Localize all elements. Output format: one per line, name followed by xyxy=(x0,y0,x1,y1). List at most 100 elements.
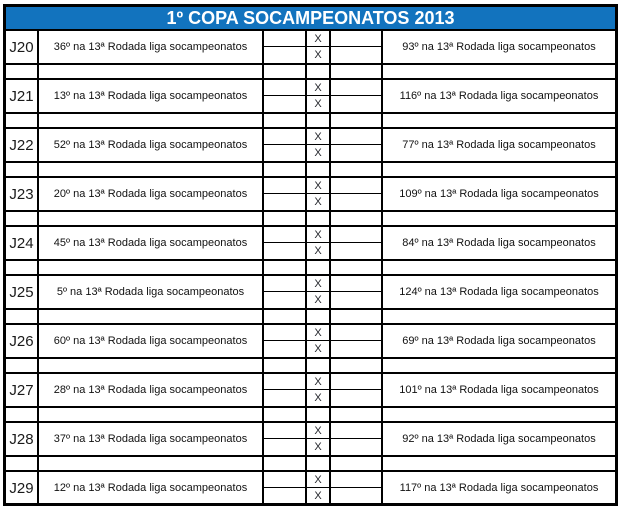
match-block: J24 45º na 13ª Rodada liga socampeonatos… xyxy=(6,225,615,274)
home-team-cell: 13º na 13ª Rodada liga socampeonatos xyxy=(39,80,264,112)
match-block: J26 60º na 13ª Rodada liga socampeonatos… xyxy=(6,323,615,372)
separator-cell xyxy=(331,163,383,176)
separator-cell xyxy=(383,261,615,274)
match-block: J25 5º na 13ª Rodada liga socampeonatos … xyxy=(6,274,615,323)
separator-cell xyxy=(331,65,383,78)
separator-cell xyxy=(39,212,264,225)
match-row: J25 5º na 13ª Rodada liga socampeonatos … xyxy=(6,276,615,310)
match-block: J20 36º na 13ª Rodada liga socampeonatos… xyxy=(6,29,615,78)
home-score-blank-cell xyxy=(264,276,307,292)
away-score-blank-cell xyxy=(264,243,307,259)
match-row: J24 45º na 13ª Rodada liga socampeonatos… xyxy=(6,227,615,261)
home-extra-blank-cell xyxy=(331,423,383,439)
home-team-cell: 45º na 13ª Rodada liga socampeonatos xyxy=(39,227,264,259)
separator-cell xyxy=(331,261,383,274)
away-team-cell: 77º na 13ª Rodada liga socampeonatos xyxy=(402,139,596,151)
away-x-mark-cell: X xyxy=(307,243,331,259)
match-id-cell: J21 xyxy=(6,80,39,112)
separator-cell xyxy=(331,114,383,127)
away-x-mark-cell: X xyxy=(307,47,331,63)
away-x-mark-cell: X xyxy=(307,390,331,406)
separator-cell xyxy=(383,359,615,372)
home-team-cell: 36º na 13ª Rodada liga socampeonatos xyxy=(39,31,264,63)
match-block: J28 37º na 13ª Rodada liga socampeonatos… xyxy=(6,421,615,470)
away-x-mark-cell: X xyxy=(307,96,331,112)
home-team-cell: 37º na 13ª Rodada liga socampeonatos xyxy=(39,423,264,455)
tournament-title: 1º COPA SOCAMPEONATOS 2013 xyxy=(6,7,615,29)
separator-cell xyxy=(307,457,331,470)
away-team-cell: 92º na 13ª Rodada liga socampeonatos xyxy=(402,433,596,445)
away-x-mark-cell: X xyxy=(307,194,331,210)
separator-row xyxy=(6,408,615,421)
separator-row xyxy=(6,65,615,78)
separator-cell xyxy=(264,261,307,274)
separator-cell xyxy=(6,359,39,372)
separator-cell xyxy=(307,212,331,225)
separator-cell xyxy=(307,359,331,372)
away-extra-blank-cell xyxy=(331,488,383,503)
separator-cell xyxy=(264,163,307,176)
separator-cell xyxy=(331,359,383,372)
separator-row xyxy=(6,212,615,225)
away-x-mark-cell: X xyxy=(307,439,331,455)
home-score-blank-cell xyxy=(264,472,307,488)
separator-cell xyxy=(307,408,331,421)
match-block: J29 12º na 13ª Rodada liga socampeonatos… xyxy=(6,470,615,503)
away-score-blank-cell xyxy=(264,96,307,112)
match-id-cell: J29 xyxy=(6,472,39,503)
separator-row xyxy=(6,310,615,323)
separator-cell xyxy=(331,310,383,323)
home-x-mark-cell: X xyxy=(307,80,331,96)
separator-cell xyxy=(264,310,307,323)
separator-cell xyxy=(383,212,615,225)
away-extra-blank-cell xyxy=(331,341,383,357)
home-score-blank-cell xyxy=(264,178,307,194)
separator-row xyxy=(6,163,615,176)
home-extra-blank-cell xyxy=(331,80,383,96)
home-x-mark-cell: X xyxy=(307,276,331,292)
separator-row xyxy=(6,261,615,274)
separator-row xyxy=(6,114,615,127)
home-x-mark-cell: X xyxy=(307,129,331,145)
away-score-blank-cell xyxy=(264,341,307,357)
away-team-cell: 124º na 13ª Rodada liga socampeonatos xyxy=(399,286,599,298)
separator-cell xyxy=(6,65,39,78)
away-x-mark-cell: X xyxy=(307,145,331,161)
separator-cell xyxy=(6,163,39,176)
separator-cell xyxy=(307,261,331,274)
away-x-mark-cell: X xyxy=(307,488,331,503)
separator-cell xyxy=(383,114,615,127)
home-score-blank-cell xyxy=(264,227,307,243)
away-extra-blank-cell xyxy=(331,145,383,161)
home-score-blank-cell xyxy=(264,325,307,341)
away-score-blank-cell xyxy=(264,390,307,406)
away-score-blank-cell xyxy=(264,145,307,161)
away-extra-blank-cell xyxy=(331,292,383,308)
separator-cell xyxy=(39,457,264,470)
match-id-cell: J28 xyxy=(6,423,39,455)
home-x-mark-cell: X xyxy=(307,325,331,341)
home-team-cell: 60º na 13ª Rodada liga socampeonatos xyxy=(39,325,264,357)
home-extra-blank-cell xyxy=(331,374,383,390)
away-x-mark-cell: X xyxy=(307,292,331,308)
separator-cell xyxy=(39,65,264,78)
match-id-cell: J26 xyxy=(6,325,39,357)
separator-cell xyxy=(383,310,615,323)
separator-cell xyxy=(264,65,307,78)
away-team-cell: 101º na 13ª Rodada liga socampeonatos xyxy=(399,384,599,396)
away-score-blank-cell xyxy=(264,194,307,210)
home-extra-blank-cell xyxy=(331,472,383,488)
match-row: J29 12º na 13ª Rodada liga socampeonatos… xyxy=(6,472,615,503)
home-score-blank-cell xyxy=(264,374,307,390)
match-block: J27 28º na 13ª Rodada liga socampeonatos… xyxy=(6,372,615,421)
home-extra-blank-cell xyxy=(331,276,383,292)
separator-cell xyxy=(307,310,331,323)
away-extra-blank-cell xyxy=(331,439,383,455)
home-team-cell: 20º na 13ª Rodada liga socampeonatos xyxy=(39,178,264,210)
separator-cell xyxy=(39,114,264,127)
away-score-blank-cell xyxy=(264,488,307,503)
away-extra-blank-cell xyxy=(331,390,383,406)
separator-cell xyxy=(264,114,307,127)
home-extra-blank-cell xyxy=(331,325,383,341)
home-score-blank-cell xyxy=(264,31,307,47)
